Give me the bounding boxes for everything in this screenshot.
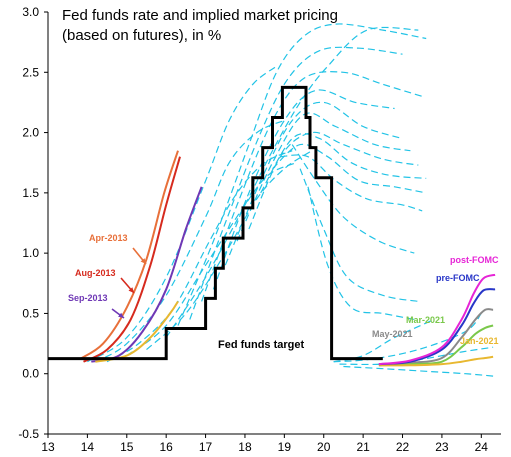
historical-pricing-curve xyxy=(248,131,419,230)
historical-pricing-curve xyxy=(87,65,277,363)
historical-pricing-curve xyxy=(299,168,419,302)
historical-pricing-curve xyxy=(272,143,427,194)
historical-pricing-curve xyxy=(146,150,313,351)
annotations: Apr-2013 Aug-2013 Sep-2013 Fed funds target… xyxy=(68,233,499,351)
series-line-mar-2021 xyxy=(378,324,494,367)
annotation-label: Sep-2013 xyxy=(68,293,108,303)
series-line-jan-2021 xyxy=(378,355,494,367)
annotation-label: Apr-2013 xyxy=(89,233,128,243)
historical-pricing-curve xyxy=(106,150,293,363)
x-tick-label: 15 xyxy=(120,440,134,454)
x-tick-label: 18 xyxy=(238,440,252,454)
historical-pricing-curve xyxy=(280,154,423,212)
x-tick-label: 16 xyxy=(159,440,173,454)
annotation-label: May-2021 xyxy=(372,329,413,339)
x-tick-label: 23 xyxy=(435,440,449,454)
historical-pricing-curve xyxy=(307,186,415,321)
x-tick-label: 17 xyxy=(199,440,213,454)
historical-pricing-curve xyxy=(189,46,403,320)
annotation-arrowhead xyxy=(118,312,124,318)
historical-pricing-curve xyxy=(333,318,435,363)
chart-title-line: Fed funds rate and implied market pricin… xyxy=(62,7,338,24)
annotation-arrowhead xyxy=(140,258,146,264)
x-tick-label: 24 xyxy=(475,440,489,454)
series-line-apr-2013 xyxy=(78,150,179,361)
y-tick-label: 0.0 xyxy=(22,367,39,381)
series-line-sep-2013 xyxy=(91,186,203,363)
historical-pricing-curve xyxy=(165,26,419,338)
x-tick-label: 19 xyxy=(278,440,292,454)
annotation-label: Mar-2021 xyxy=(406,315,445,325)
chart-title: Fed funds rate and implied market pricin… xyxy=(62,7,338,44)
x-tick-label: 13 xyxy=(41,440,55,454)
y-tick-label: 1.5 xyxy=(22,186,39,200)
chart-title-line: (based on futures), in % xyxy=(62,27,221,44)
chart-axes: -0.5 0.0 0.5 1.0 1.5 2.0 2.5 3.0 13 14 15 16 17 18 19 2… xyxy=(18,5,501,454)
historical-pricing-curve xyxy=(212,89,395,290)
x-tick-label: 14 xyxy=(81,440,95,454)
fed-funds-target-line xyxy=(48,85,383,361)
x-tick-label: 21 xyxy=(356,440,370,454)
series-line-pre-fomc xyxy=(378,288,496,366)
y-tick-label: 3.0 xyxy=(22,5,39,19)
historical-pricing-curve xyxy=(343,365,494,377)
x-tick-label: 20 xyxy=(317,440,331,454)
series-line-may-2021 xyxy=(378,308,494,367)
annotation-label: Aug-2013 xyxy=(75,268,116,278)
historical-pricing-curve xyxy=(236,112,411,242)
historical-pricing-curve xyxy=(333,313,482,363)
historical-pricing-curve xyxy=(201,71,423,302)
highlighted-series xyxy=(78,150,496,367)
annotation-label: Fed funds target xyxy=(218,339,305,351)
series-line-aug-2013 xyxy=(83,156,181,363)
x-tick-label: 22 xyxy=(396,440,410,454)
series-line-post-fomc xyxy=(378,273,496,366)
annotation-arrowhead xyxy=(128,287,134,293)
y-tick-label: 0.5 xyxy=(22,306,39,320)
fed-funds-target-line xyxy=(48,85,383,361)
y-tick-label: -0.5 xyxy=(18,427,39,441)
y-tick-label: 2.0 xyxy=(22,126,39,140)
historical-pricing-curve xyxy=(94,119,285,363)
historical-pricing-curve xyxy=(260,132,427,194)
annotation-label: post-FOMC xyxy=(450,255,499,265)
y-tick-label: 1.0 xyxy=(22,246,39,260)
annotation-label: Jan-2021 xyxy=(460,336,499,346)
y-tick-label: 2.5 xyxy=(22,65,39,79)
historical-pricing-curve xyxy=(177,23,427,326)
historical-pricing-curve xyxy=(291,144,415,254)
annotation-label: pre-FOMC xyxy=(436,273,480,283)
